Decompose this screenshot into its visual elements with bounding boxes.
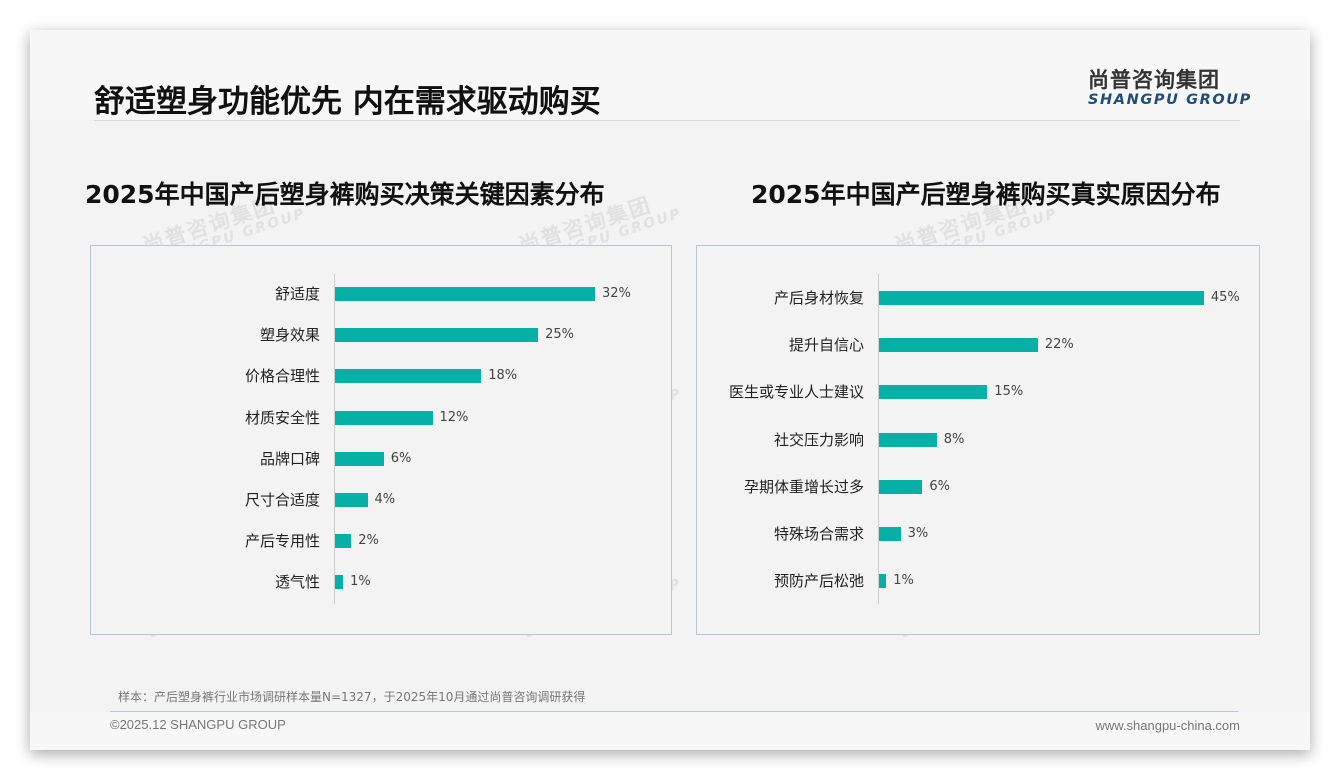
bar [335, 575, 344, 590]
bar-value-label: 3% [907, 526, 929, 541]
footer-divider [110, 711, 1238, 712]
header-band [30, 30, 1310, 120]
bar-value-label: 2% [358, 533, 379, 549]
bar [879, 338, 1038, 353]
bar-row: 透气性 1% [91, 572, 671, 592]
bar-category-label: 材质安全性 [244, 408, 320, 427]
right-chart-title: 2025年中国产后塑身裤购买真实原因分布 [751, 180, 1221, 209]
slide: 舒适塑身功能优先 内在需求驱动购买 尚普咨询集团 SHANGPU GROUP 尚… [30, 30, 1310, 750]
bar [879, 432, 937, 447]
bar-row: 尺寸合适度 4% [91, 490, 671, 510]
bar-row: 品牌口碑 6% [91, 449, 671, 469]
bar [335, 287, 595, 301]
left-chart-title: 2025年中国产后塑身裤购买决策关键因素分布 [85, 180, 605, 209]
bar-category-label: 孕期体重增长过多 [743, 477, 864, 496]
website-link[interactable]: www.shangpu-china.com [1095, 718, 1240, 733]
bar-row: 孕期体重增长过多 6% [697, 477, 1259, 497]
bar [335, 451, 384, 466]
right-chart-axis [878, 274, 879, 604]
bar-value-label: 32% [602, 286, 631, 301]
bar-category-label: 尺寸合适度 [244, 491, 320, 509]
footer-band [30, 712, 1310, 750]
bar-category-label: 舒适度 [274, 285, 320, 303]
bar-category-label: 价格合理性 [244, 367, 320, 386]
bar-category-label: 社交压力影响 [773, 430, 864, 449]
bar-value-label: 8% [943, 431, 965, 447]
logo-en-text: SHANGPU GROUP [1088, 92, 1252, 108]
bar [879, 479, 923, 494]
bar-category-label: 品牌口碑 [259, 449, 320, 468]
company-logo: 尚普咨询集团 SHANGPU GROUP [1088, 64, 1252, 108]
bar-value-label: 45% [1210, 290, 1240, 305]
right-chart-panel: 产后身材恢复 45% 提升自信心 22% 医生或专业人士建议 15% 社交压力影响 8% 孕期体… [696, 245, 1260, 635]
bar-category-label: 医生或专业人士建议 [728, 383, 864, 402]
bar [879, 385, 988, 400]
bar [335, 493, 368, 507]
bar-value-label: 15% [994, 384, 1024, 400]
bar-row: 社交压力影响 8% [697, 430, 1259, 450]
bar-row: 价格合理性 18% [91, 366, 671, 386]
bar-value-label: 1% [350, 574, 371, 590]
bar [335, 369, 482, 384]
bar [335, 534, 352, 549]
bar-category-label: 提升自信心 [788, 336, 864, 355]
bar-value-label: 22% [1044, 337, 1074, 353]
bar-value-label: 4% [374, 492, 396, 507]
bar-row: 产后专用性 2% [91, 531, 671, 551]
bar [879, 574, 887, 589]
copyright-text: ©2025.12 SHANGPU GROUP [110, 717, 286, 732]
bar-value-label: 6% [929, 478, 950, 494]
bar [335, 328, 539, 343]
bar [335, 410, 433, 425]
bar-value-label: 25% [545, 327, 575, 343]
page-title: 舒适塑身功能优先 内在需求驱动购买 [94, 84, 601, 120]
bar-category-label: 产后专用性 [244, 532, 320, 551]
bar-row: 产后身材恢复 45% [697, 288, 1259, 308]
bar [879, 291, 1204, 305]
bar-category-label: 特殊场合需求 [773, 525, 864, 543]
bar-category-label: 产后身材恢复 [773, 289, 864, 307]
bar-row: 舒适度 32% [91, 284, 671, 304]
bar-category-label: 塑身效果 [259, 326, 320, 345]
bar-category-label: 透气性 [274, 573, 320, 592]
bar-row: 材质安全性 12% [91, 408, 671, 428]
bar-value-label: 12% [439, 409, 469, 425]
bar-category-label: 预防产后松弛 [773, 572, 864, 591]
bar-value-label: 18% [488, 368, 518, 384]
bar [879, 527, 901, 541]
bar-value-label: 6% [390, 450, 412, 466]
header-divider [94, 120, 1240, 121]
left-chart-panel: 舒适度 32% 塑身效果 25% 价格合理性 18% 材质安全性 12% 品牌口碑 6% 尺寸合适度… [90, 245, 672, 635]
bar-row: 特殊场合需求 3% [697, 524, 1259, 544]
left-chart-axis [334, 274, 335, 604]
bar-value-label: 1% [893, 573, 914, 589]
sample-note: 样本：产后塑身裤行业市场调研样本量N=1327，于2025年10月通过尚普咨询调… [118, 690, 586, 704]
bar-row: 预防产后松弛 1% [697, 571, 1259, 591]
logo-cn-text: 尚普咨询集团 [1088, 68, 1220, 92]
bar-row: 提升自信心 22% [697, 335, 1259, 355]
bar-row: 塑身效果 25% [91, 325, 671, 345]
bar-row: 医生或专业人士建议 15% [697, 382, 1259, 402]
